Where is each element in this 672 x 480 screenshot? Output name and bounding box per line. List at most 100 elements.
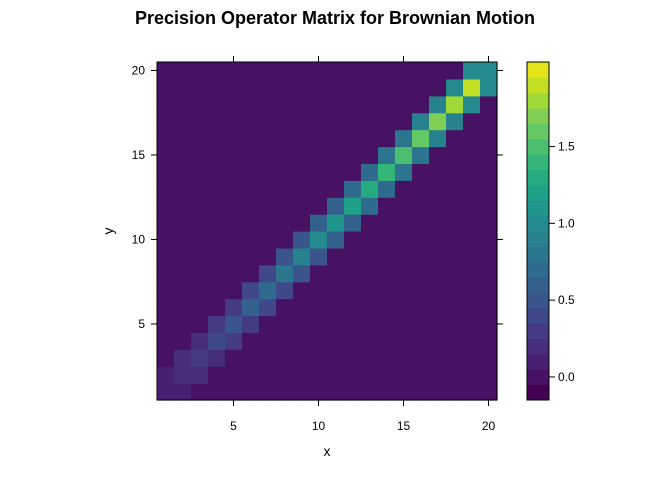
heatmap-cell [208,95,226,114]
heatmap-cell [446,78,464,97]
heatmap-cell [259,247,277,266]
heatmap-cell [310,146,328,164]
colorbar-segment [527,323,549,340]
heatmap-cell [276,112,294,131]
heatmap-cell [157,62,175,80]
heatmap-cell [395,315,413,333]
heatmap-cell [276,366,294,384]
heatmap-cell [191,315,209,333]
heatmap-cell [276,332,294,350]
heatmap-cell [225,197,243,215]
heatmap-cell [174,78,192,97]
heatmap-cell [242,366,260,384]
heatmap-cell [157,332,175,350]
heatmap-cell [310,383,328,401]
heatmap-cell [310,62,328,80]
heatmap-cell [157,247,175,266]
heatmap-cell [327,129,345,148]
heatmap-cell [429,366,447,384]
heatmap-cell [446,247,464,266]
heatmap-cell [344,332,362,350]
heatmap-cell [276,231,294,249]
heatmap-cell [191,78,209,97]
heatmap-cell [225,281,243,300]
heatmap-cells [157,62,498,401]
heatmap-cell [293,129,311,148]
colorbar-border [526,61,550,401]
heatmap-cell [446,349,464,367]
heatmap-cell [327,78,345,97]
heatmap-cell [310,366,328,384]
heatmap-cell [174,264,192,283]
heatmap-cell [446,214,464,232]
heatmap-cell [361,95,379,114]
heatmap-cell [293,95,311,114]
heatmap-cell [157,383,175,401]
y-axis-label: y [100,228,116,235]
heatmap-cell [242,129,260,148]
heatmap-cell [412,146,430,164]
heatmap-cell [191,231,209,249]
heatmap-cell [463,281,481,300]
heatmap-cell [208,315,226,333]
heatmap-cell [276,247,294,266]
heatmap-cell [361,366,379,384]
x-tick-label: 10 [312,419,326,433]
heatmap-cell [480,366,498,384]
heatmap-cell [276,95,294,114]
heatmap-cell [293,247,311,266]
heatmap-cell [191,281,209,300]
heatmap-cell [242,146,260,164]
heatmap-cell [191,129,209,148]
heatmap-cell [361,163,379,181]
heatmap-cell [378,349,396,367]
colorbar-tick-label: 1.0 [558,216,575,230]
heatmap-cell [276,163,294,181]
heatmap-cell [276,78,294,97]
heatmap-cell [480,95,498,114]
heatmap-cell [259,366,277,384]
heatmap-cell [463,197,481,215]
heatmap-cell [395,383,413,401]
heatmap-cell [327,180,345,198]
heatmap-cell [293,315,311,333]
heatmap-cell [463,383,481,401]
heatmap-cell [293,180,311,198]
heatmap-cell [225,78,243,97]
colorbar-segment [527,108,549,124]
heatmap-cell [412,112,430,131]
heatmap-cell [242,315,260,333]
heatmap-cell [310,180,328,198]
heatmap-cell [310,95,328,114]
heatmap-cell [344,78,362,97]
heatmap-cell [208,146,226,164]
heatmap-cell [310,247,328,266]
heatmap-cell [378,366,396,384]
heatmap-cell [395,129,413,148]
colorbar-segment [527,184,549,201]
heatmap-cell [395,62,413,80]
heatmap-cell [327,349,345,367]
colorbar-tick-label: 0.5 [558,293,575,307]
heatmap-cell [191,349,209,367]
heatmap-cell [446,231,464,249]
colorbar-segment [527,77,549,94]
heatmap-cell [310,315,328,333]
heatmap-cell [310,112,328,131]
heatmap-cell [463,129,481,148]
heatmap-cell [344,197,362,215]
heatmap-cell [395,264,413,283]
heatmap-cell [446,298,464,317]
colorbar-segment [527,169,549,186]
heatmap-cell [344,62,362,80]
heatmap-cell [429,62,447,80]
heatmap-cell [361,264,379,283]
heatmap-cell [412,349,430,367]
heatmap-cell [412,78,430,97]
heatmap-cell [361,146,379,164]
heatmap-cell [174,129,192,148]
heatmap-cell [225,383,243,401]
heatmap-cell [412,95,430,114]
heatmap-cell [157,264,175,283]
heatmap-cell [259,214,277,232]
